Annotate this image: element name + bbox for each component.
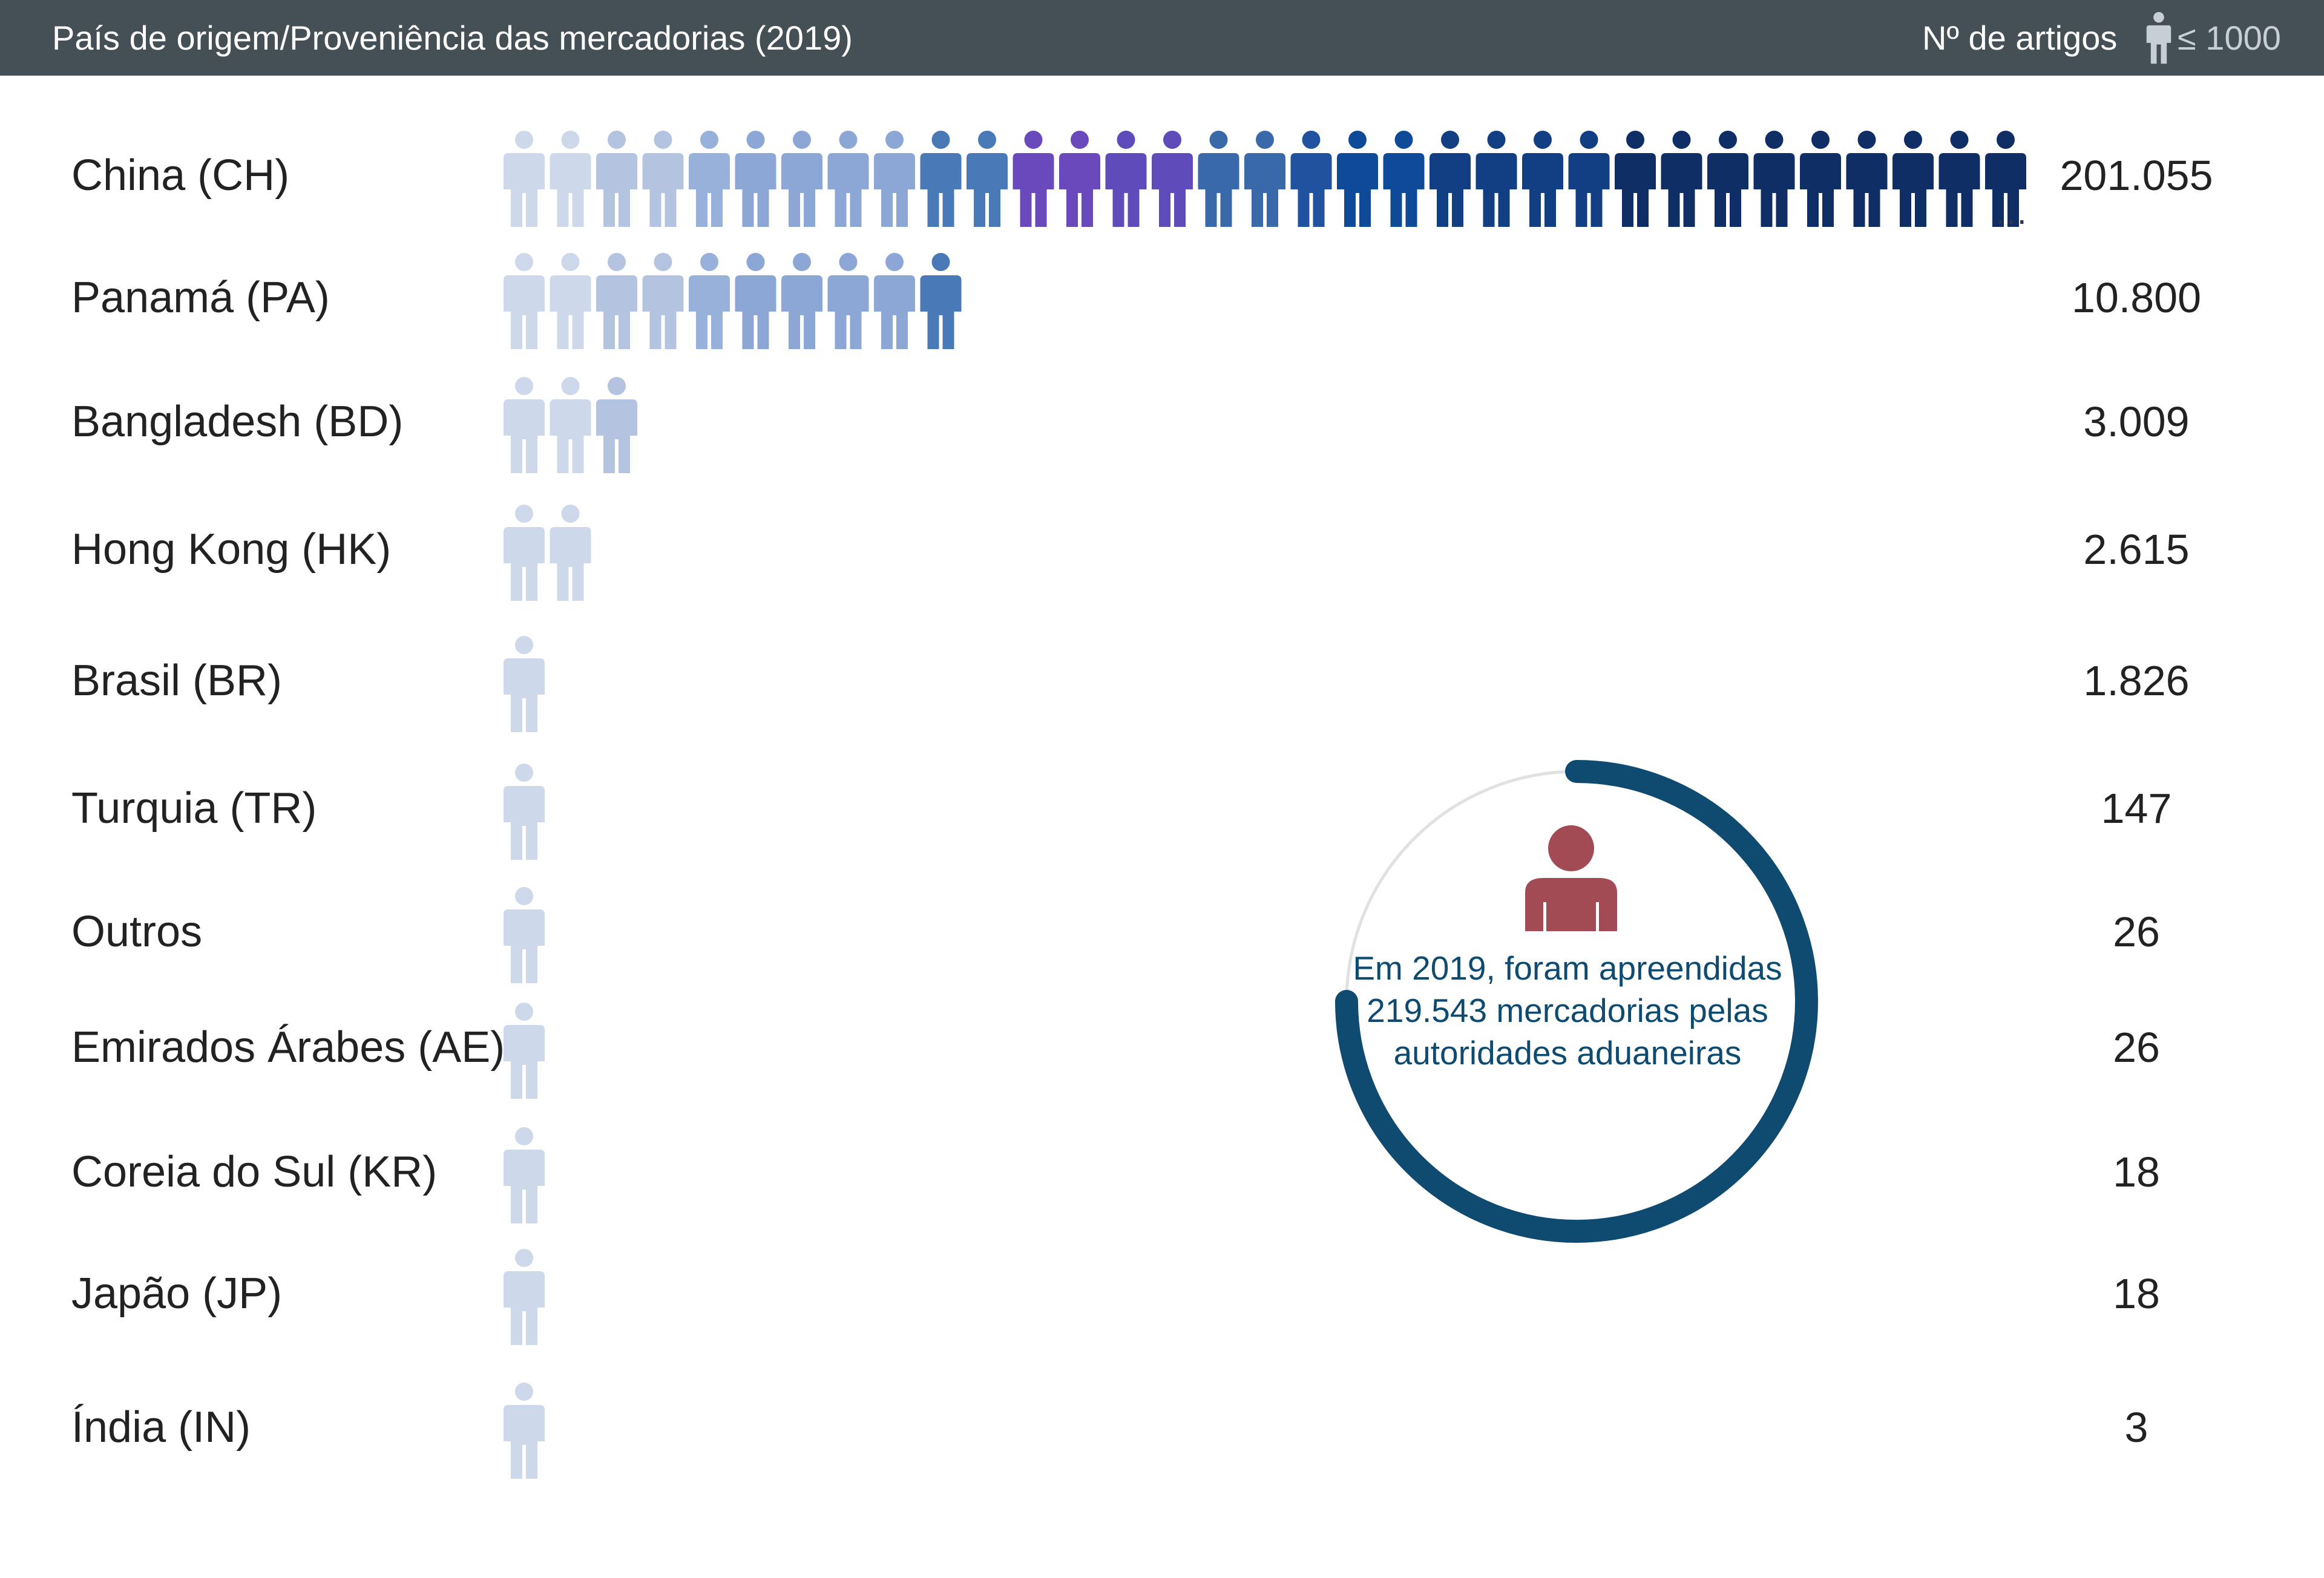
person-icon-mark — [1615, 131, 1656, 227]
person-icon-mark — [1059, 131, 1100, 227]
person-icon-mark — [735, 131, 776, 227]
value-label: 3.009 — [2083, 398, 2190, 445]
person-icon-mark — [1892, 131, 1934, 227]
chart-title: País de origem/Proveniência das mercador… — [52, 19, 853, 57]
person-icon-mark — [504, 131, 545, 227]
category-label: Coreia do Sul (KR) — [71, 1148, 438, 1196]
category-label: Outros — [71, 908, 203, 956]
person-icon-mark — [504, 1127, 545, 1223]
person-icon-mark — [550, 377, 591, 473]
person-icon-mark — [689, 131, 730, 227]
person-icon-mark — [1152, 131, 1193, 227]
person-icon — [2146, 11, 2171, 64]
person-icon-mark — [920, 131, 962, 227]
person-icon-mark — [967, 131, 1008, 227]
person-icon-mark — [781, 253, 822, 349]
person-icon-mark — [504, 1003, 545, 1099]
person-icon-mark — [1430, 131, 1471, 227]
person-icon-mark — [596, 253, 637, 349]
category-label: Índia (IN) — [71, 1403, 251, 1452]
person-icon-mark — [504, 1249, 545, 1345]
person-icon-mark — [1522, 131, 1563, 227]
person-icon-mark — [504, 636, 545, 732]
person-icon-mark — [642, 253, 684, 349]
value-label: 147 — [2101, 785, 2172, 832]
person-icon-mark — [596, 377, 637, 473]
person-icon-mark — [781, 131, 822, 227]
category-label: Hong Kong (HK) — [71, 525, 392, 574]
person-icon-mark — [1105, 131, 1147, 227]
person-icon-mark — [735, 253, 776, 349]
person-icon-mark — [504, 1383, 545, 1479]
truncation-ellipsis: … — [1994, 193, 2028, 231]
summary-text: Em 2019, foram apreendidas 219.543 merca… — [1353, 949, 1782, 1072]
person-icon — [1525, 825, 1617, 931]
value-label: 3 — [2124, 1404, 2148, 1451]
person-icon-mark — [1475, 131, 1517, 227]
donut-progress-arc — [1335, 760, 1818, 1243]
category-label: Emirados Árabes (AE) — [71, 1023, 505, 1072]
value-label: 18 — [2113, 1270, 2160, 1317]
person-icon-mark — [827, 253, 869, 349]
person-icon-mark — [1013, 131, 1054, 227]
person-icon-mark — [1800, 131, 1841, 227]
person-icon-mark — [504, 253, 545, 349]
legend-unit-label: ≤ 1000 — [2178, 19, 2281, 57]
person-icon-mark — [1290, 131, 1332, 227]
summary-donut — [1335, 760, 1818, 1243]
value-label: 26 — [2113, 1024, 2160, 1071]
value-label: 18 — [2113, 1148, 2160, 1196]
header-bar: País de origem/Proveniência das mercador… — [0, 0, 2324, 76]
person-icon-mark — [920, 253, 962, 349]
person-icon-mark — [1568, 131, 1610, 227]
person-icon-mark — [1753, 131, 1795, 227]
person-icon-mark — [550, 131, 591, 227]
person-icon-mark — [642, 131, 684, 227]
person-icon-mark — [1337, 131, 1378, 227]
person-icon-mark — [874, 253, 915, 349]
value-label: 1.826 — [2083, 657, 2190, 704]
person-icon-mark — [504, 887, 545, 983]
person-icon-mark — [1244, 131, 1285, 227]
person-icon-mark — [550, 253, 591, 349]
category-label: China (CH) — [71, 151, 290, 200]
category-label: Bangladesh (BD) — [71, 398, 404, 446]
person-icon-mark — [1846, 131, 1888, 227]
person-icon-mark — [689, 253, 730, 349]
person-icon-mark — [1661, 131, 1702, 227]
person-icon-mark — [1938, 131, 1980, 227]
category-label: Panamá (PA) — [71, 273, 330, 322]
person-icon-mark — [1383, 131, 1425, 227]
category-label: Brasil (BR) — [71, 656, 283, 705]
person-icon-mark — [504, 505, 545, 601]
category-label: Japão (JP) — [71, 1269, 283, 1318]
category-label: Turquia (TR) — [71, 784, 317, 833]
person-icon-mark — [504, 764, 545, 860]
person-icon-mark — [827, 131, 869, 227]
person-icon-mark — [550, 505, 591, 601]
person-icon-mark — [1707, 131, 1748, 227]
count-column-label: Nº de artigos — [1922, 19, 2118, 57]
value-label: 2.615 — [2083, 526, 2190, 573]
value-label: 201.055 — [2060, 152, 2213, 199]
person-icon-mark — [596, 131, 637, 227]
person-icon-mark — [1985, 131, 2026, 227]
person-icon-mark — [1198, 131, 1239, 227]
person-icon-mark — [504, 377, 545, 473]
value-label: 10.800 — [2071, 274, 2202, 321]
value-label: 26 — [2113, 908, 2160, 955]
person-icon-mark — [874, 131, 915, 227]
